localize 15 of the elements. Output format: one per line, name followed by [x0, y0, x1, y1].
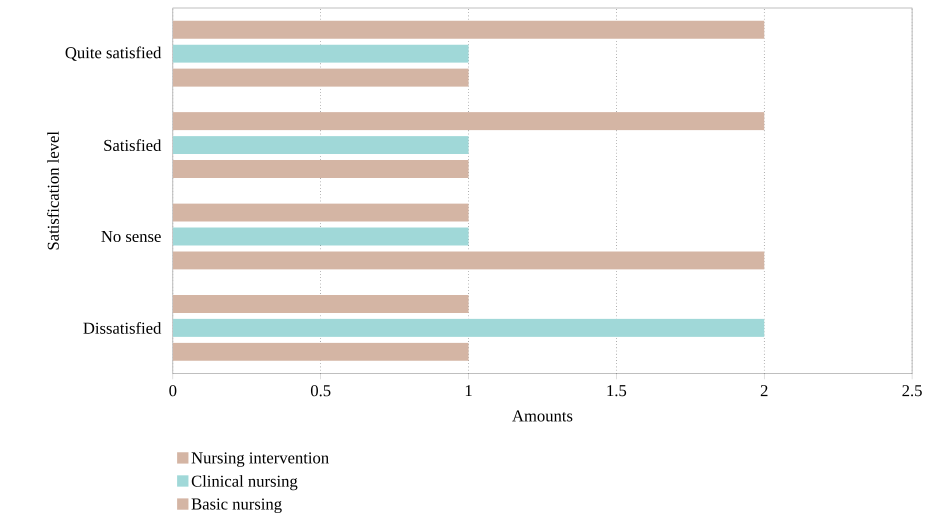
y-tick-label: Satisfied: [104, 138, 162, 151]
legend-label: Basic nursing: [192, 498, 282, 513]
x-tick-label: 0: [169, 384, 176, 396]
x-tick-label: 2: [760, 384, 768, 396]
y-tick-label: Quite satisfied: [66, 46, 162, 61]
legend-label: Clinical nursing: [192, 474, 298, 490]
y-axis-title: Satisfication level: [47, 131, 59, 250]
y-tick-label: No sense: [101, 230, 161, 242]
legend-label: Nursing intervention: [192, 452, 329, 467]
x-axis-title: Amounts: [512, 410, 572, 422]
x-tick-label: 2.5: [902, 384, 922, 396]
x-tick-label: 1.5: [607, 384, 626, 396]
x-tick-label: 1: [466, 384, 472, 396]
x-tick-label: 0.5: [310, 384, 330, 396]
y-tick-label: Dissatisfied: [83, 322, 162, 334]
